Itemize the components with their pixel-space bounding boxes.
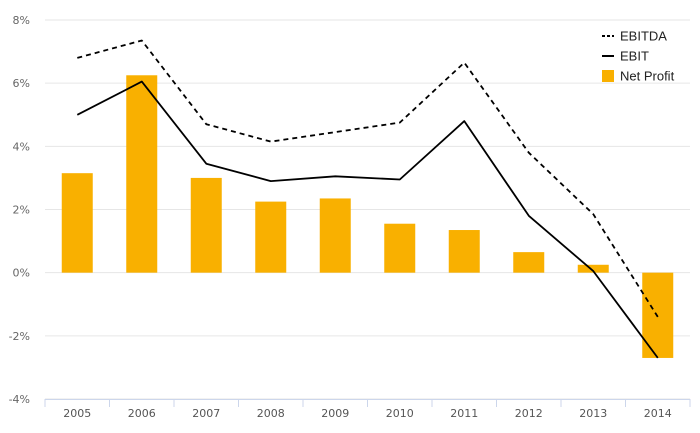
x-tick-label: 2007 (192, 407, 220, 420)
x-tick-label: 2009 (321, 407, 349, 420)
y-tick-label: 0% (13, 267, 30, 280)
x-tick-label: 2005 (63, 407, 91, 420)
net-profit-bar (384, 223, 416, 273)
line-series (76, 39, 659, 359)
y-tick-label: -2% (9, 330, 30, 343)
net-profit-bar (190, 177, 222, 273)
ebitda-line (77, 39, 659, 318)
legend-label: Net Profit (620, 69, 675, 84)
legend-swatch (602, 70, 614, 82)
net-profit-bar (448, 230, 480, 273)
net-profit-bars (61, 75, 674, 358)
y-axis-ticks: 8% 6% 4% 2% 0% -2% -4% (9, 14, 30, 406)
y-tick-label: -4% (9, 393, 30, 406)
net-profit-bar (255, 201, 287, 273)
x-tick-label: 2013 (579, 407, 607, 420)
legend-item-ebitda[interactable]: EBITDA (602, 29, 667, 44)
net-profit-bar (577, 264, 609, 273)
y-tick-label: 6% (13, 77, 30, 90)
y-tick-label: 8% (13, 14, 30, 27)
y-tick-label: 4% (13, 140, 30, 153)
x-tick-label: 2011 (450, 407, 478, 420)
legend-item-ebit[interactable]: EBIT (602, 49, 649, 64)
x-axis: 2005 2006 2007 2008 2009 2010 2011 2012 2013 2014 (44, 399, 691, 420)
legend: EBITDA EBIT Net Profit (602, 29, 675, 84)
x-tick-label: 2014 (644, 407, 672, 420)
ebit-line (76, 80, 659, 359)
net-profit-bar (126, 75, 158, 273)
net-profit-bar (61, 173, 93, 273)
x-tick-label: 2008 (257, 407, 285, 420)
x-tick-label: 2010 (386, 407, 414, 420)
x-tick-label: 2006 (128, 407, 156, 420)
legend-item-net-profit[interactable]: Net Profit (602, 69, 675, 84)
y-tick-label: 2% (13, 204, 30, 217)
x-tick-label: 2012 (515, 407, 543, 420)
legend-label: EBITDA (620, 29, 667, 44)
legend-label: EBIT (620, 49, 649, 64)
net-profit-bar (319, 198, 351, 273)
net-profit-bar (513, 252, 545, 273)
